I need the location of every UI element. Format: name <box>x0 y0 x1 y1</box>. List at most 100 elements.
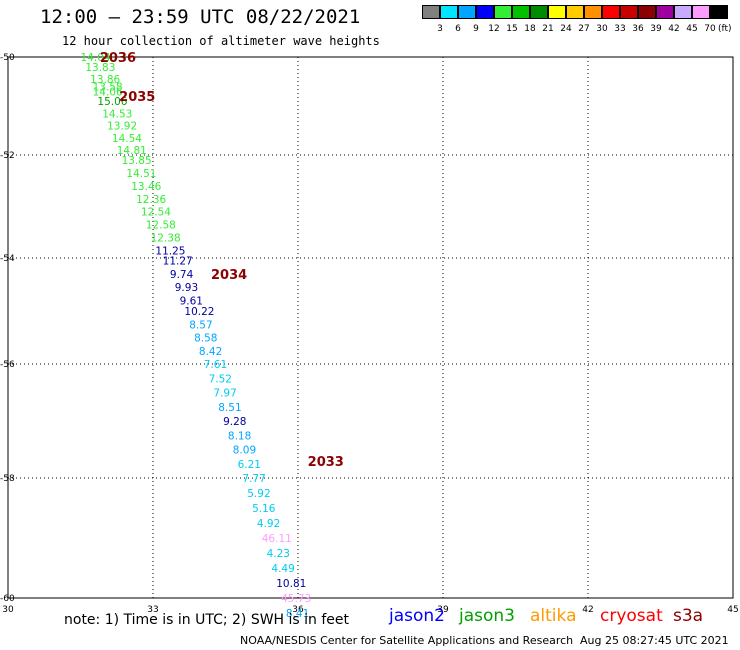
wave-height-label: 8.57 <box>189 319 212 331</box>
colorbar-swatch <box>422 5 440 19</box>
wave-height-label: 4.23 <box>267 548 290 560</box>
wave-height-label: 13.46 <box>131 181 161 193</box>
colorbar-swatch <box>566 5 584 19</box>
wave-height-label: 45.73 <box>281 593 311 605</box>
colorbar-label: 12 <box>488 24 500 34</box>
colorbar-swatch <box>674 5 692 19</box>
colorbar-swatch <box>440 5 458 19</box>
colorbar-swatch <box>494 5 512 19</box>
satellite-jason2: jason2 <box>389 606 445 626</box>
pass-time-label: 2033 <box>308 455 344 470</box>
wave-height-label: 4.49 <box>271 563 294 575</box>
colorbar-swatch <box>692 5 710 19</box>
x-tick-label: 45 <box>727 605 738 615</box>
wave-height-label: 46.11 <box>262 533 292 545</box>
wave-height-label: 12.36 <box>136 194 166 206</box>
wave-height-label: 8.41 <box>286 608 309 620</box>
wave-height-label: 9.93 <box>175 282 198 294</box>
wave-height-label: 12.54 <box>141 207 171 219</box>
footer-timestamp: Aug 25 08:27:45 UTC 2021 <box>580 634 729 647</box>
footer-note: note: 1) Time is in UTC; 2) SWH is in fe… <box>64 612 350 628</box>
chart-subtitle: 12 hour collection of altimeter wave hei… <box>62 34 380 48</box>
pass-time-label: 2035 <box>119 90 155 105</box>
wave-height-label: 9.74 <box>170 269 194 281</box>
chart-title: 12:00 – 23:59 UTC 08/22/2021 <box>40 6 361 28</box>
x-tick-label: 42 <box>582 605 593 615</box>
satellite-cryosat: cryosat <box>600 606 663 626</box>
wave-height-label: 7.52 <box>209 373 232 385</box>
wave-height-label: 15.06 <box>97 96 127 108</box>
colorbar-label: 24 <box>560 24 572 34</box>
wave-height-label: 8.09 <box>233 445 256 457</box>
y-tick-label: -58 <box>0 474 15 484</box>
satellite-altika: altika <box>530 606 577 626</box>
wave-height-label: 9.28 <box>223 416 246 428</box>
colorbar-label: 45 <box>686 24 698 34</box>
y-tick-label: -60 <box>0 594 15 604</box>
wave-height-label: 14.04 <box>81 52 111 64</box>
wave-height-label: 7.77 <box>242 473 265 485</box>
colorbar-swatch <box>476 5 494 19</box>
x-tick-label: 36 <box>292 605 304 615</box>
wave-height-label: 11.27 <box>163 256 193 268</box>
wave-height-label: 14.06 <box>93 86 123 98</box>
colorbar-swatch <box>620 5 638 19</box>
colorbar-label: 33 <box>614 24 626 34</box>
colorbar-unit: (ft) <box>718 24 732 34</box>
wave-height-label: 10.22 <box>184 306 214 318</box>
x-tick-label: 30 <box>2 605 14 615</box>
colorbar-label: 42 <box>668 24 680 34</box>
pass-time-label: 2034 <box>211 268 247 283</box>
wave-height-label: 13.86 <box>90 74 120 86</box>
wave-height-label: 9.61 <box>180 295 203 307</box>
colorbar-label: 9 <box>473 24 479 34</box>
wave-height-label: 13.58 <box>93 81 123 93</box>
colorbar-swatch <box>458 5 476 19</box>
wave-height-label: 13.83 <box>85 62 115 74</box>
wave-height-label: 8.51 <box>218 402 241 414</box>
wave-height-label: 13.85 <box>122 155 152 167</box>
wave-height-label: 4.92 <box>257 518 280 530</box>
colorbar-label: 36 <box>632 24 644 34</box>
y-tick-label: -52 <box>0 151 15 161</box>
wave-height-label: 14.54 <box>112 133 142 145</box>
plot-frame <box>7 56 734 599</box>
y-tick-label: -54 <box>0 254 15 264</box>
wave-height-label: 7.97 <box>213 388 236 400</box>
wave-height-label: 8.18 <box>228 430 251 442</box>
colorbar-swatch <box>710 5 728 19</box>
colorbar-label: 15 <box>506 24 518 34</box>
colorbar-label: 21 <box>542 24 554 34</box>
wave-height-label: 8.42 <box>199 346 222 358</box>
wave-height-label: 14.51 <box>126 168 156 180</box>
y-tick-label: -50 <box>0 53 15 63</box>
colorbar-swatch <box>512 5 530 19</box>
colorbar-label: 70 <box>704 24 716 34</box>
wave-height-label: 5.16 <box>252 503 276 515</box>
colorbar-label: 30 <box>596 24 608 34</box>
pass-time-label: 2036 <box>100 51 136 66</box>
wave-height-label: 10.81 <box>276 578 306 590</box>
satellite-s3a: s3a <box>673 606 704 626</box>
colorbar-label: 39 <box>650 24 662 34</box>
colorbar-swatch <box>584 5 602 19</box>
wave-height-label: 12.38 <box>151 232 181 244</box>
colorbar-label: 6 <box>455 24 461 34</box>
satellite-jason3: jason3 <box>459 606 515 626</box>
wave-height-label: 12.58 <box>146 220 176 232</box>
wave-height-label: 6.21 <box>238 459 261 471</box>
wave-height-label: 13.92 <box>107 121 137 133</box>
colorbar-label: 27 <box>578 24 590 34</box>
colorbar-swatch <box>602 5 620 19</box>
footer-credit: NOAA/NESDIS Center for Satellite Applica… <box>240 634 574 647</box>
colorbar-label: 18 <box>524 24 536 34</box>
colorbar-swatch <box>548 5 566 19</box>
y-tick-label: -56 <box>0 360 15 370</box>
colorbar-label: 3 <box>437 24 443 34</box>
colorbar-swatch <box>530 5 548 19</box>
wave-height-label: 14.81 <box>117 145 147 157</box>
wave-height-label: 8.58 <box>194 333 217 345</box>
x-tick-label: 33 <box>147 605 158 615</box>
x-tick-label: 39 <box>437 605 449 615</box>
